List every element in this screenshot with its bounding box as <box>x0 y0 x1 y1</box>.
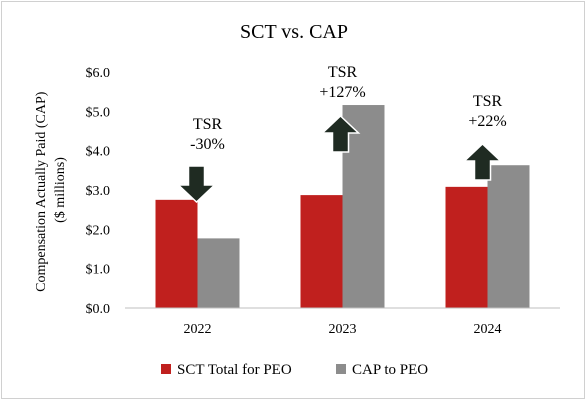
legend: SCT Total for PEO CAP to PEO <box>161 362 428 378</box>
chart-title: SCT vs. CAP <box>240 21 348 43</box>
legend-label: CAP to PEO <box>352 362 428 378</box>
y-axis-label: Compensation Actually Paid (CAP) ($ mill… <box>34 88 68 292</box>
bar-sct-2022 <box>155 199 198 308</box>
y-axis-label-line1: Compensation Actually Paid (CAP) <box>34 91 49 292</box>
tsr-label: TSR <box>473 93 503 110</box>
tsr-label: TSR <box>328 64 358 81</box>
legend-swatch <box>161 364 171 374</box>
y-tick-label: $5.0 <box>86 105 111 120</box>
legend-label: SCT Total for PEO <box>177 362 292 378</box>
tsr-value: -30% <box>190 136 225 153</box>
tsr-annotation: TSR +22% <box>468 93 506 130</box>
x-tick-label: 2023 <box>329 322 357 337</box>
tsr-arrows <box>176 114 503 204</box>
bar-sct-2024 <box>445 186 488 308</box>
tsr-annotations: TSR -30% TSR +127% TSR +22% <box>190 64 507 153</box>
bars <box>155 105 530 308</box>
tsr-label: TSR <box>193 116 223 133</box>
y-axis-label-line2: ($ millions) <box>53 157 68 223</box>
x-tick-label: 2022 <box>184 322 212 337</box>
x-tick-label: 2024 <box>474 322 502 337</box>
tsr-value: +22% <box>468 113 506 130</box>
x-axis-ticks: 2022 2023 2024 <box>184 322 502 337</box>
bar-cap-2023 <box>342 105 385 308</box>
bar-cap-2024 <box>487 165 530 308</box>
y-tick-label: $3.0 <box>86 184 111 199</box>
tsr-annotation: TSR -30% <box>190 116 225 153</box>
tsr-annotation: TSR +127% <box>319 64 365 101</box>
tsr-value: +127% <box>319 84 365 101</box>
bar-sct-2023 <box>300 195 343 308</box>
tsr-arrow-up-icon <box>320 114 361 153</box>
y-tick-label: $4.0 <box>86 145 111 160</box>
y-tick-label: $1.0 <box>86 263 111 278</box>
legend-swatch <box>336 364 346 374</box>
bar-cap-2022 <box>197 238 240 308</box>
y-tick-label: $0.0 <box>86 302 111 317</box>
tsr-arrow-up-icon <box>462 142 503 181</box>
tsr-arrow-down-icon <box>176 165 217 204</box>
y-axis-ticks: $0.0 $1.0 $2.0 $3.0 $4.0 $5.0 $6.0 <box>86 66 111 317</box>
y-tick-label: $6.0 <box>86 66 111 81</box>
y-tick-label: $2.0 <box>86 223 111 238</box>
